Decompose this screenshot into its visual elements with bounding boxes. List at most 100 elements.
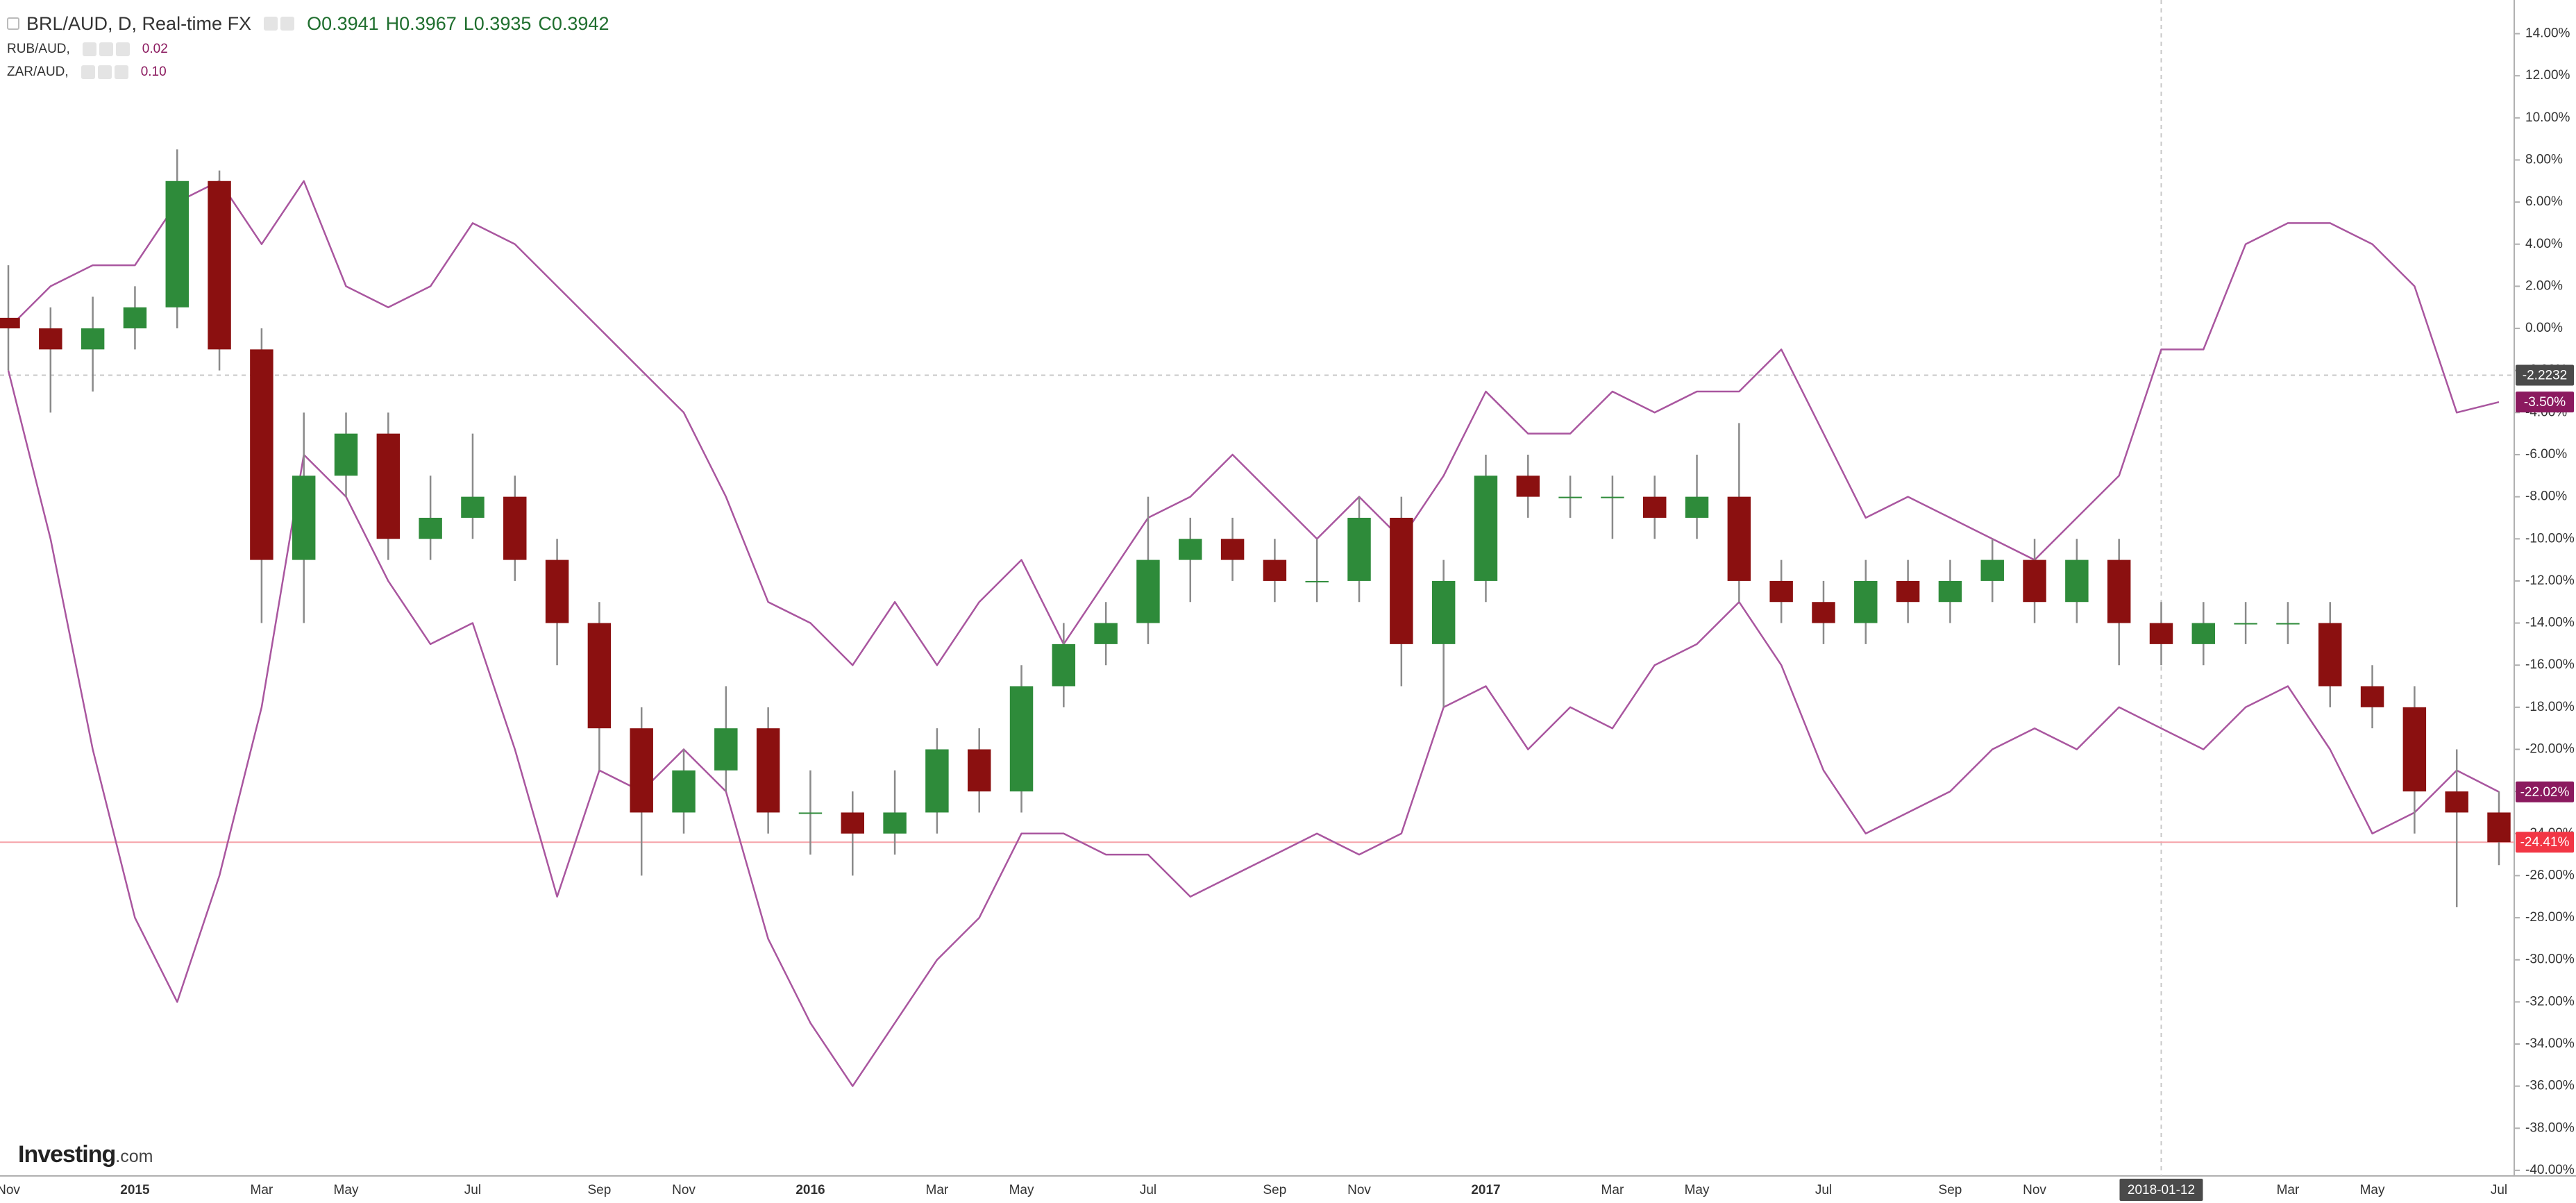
y-tick-label: -38.00%	[2525, 1120, 2575, 1135]
y-tick-label: -34.00%	[2525, 1036, 2575, 1051]
candle-body	[2234, 623, 2257, 625]
price-label: -22.02%	[2520, 785, 2570, 800]
x-tick-label: Nov	[1347, 1183, 1371, 1197]
candle-body	[250, 349, 273, 560]
candle-body	[1896, 580, 1920, 603]
y-tick-label: -8.00%	[2525, 489, 2567, 504]
y-tick-label: 12.00%	[2525, 68, 2570, 83]
legend-label: RUB/AUD,	[7, 41, 70, 56]
legend: BRL/AUD, D, Real-time FX O0.3941 H0.3967…	[7, 10, 609, 83]
candle-body	[2065, 560, 2089, 603]
series-line	[8, 180, 2500, 666]
y-tick-label: -32.00%	[2525, 994, 2575, 1009]
candle-body	[1094, 623, 1118, 644]
y-tick-label: -14.00%	[2525, 616, 2575, 630]
candle-body	[1938, 580, 1962, 603]
legend-entry: ZAR/AUD, 0.10	[7, 60, 609, 83]
candle-body	[883, 812, 907, 834]
y-tick-label: -36.00%	[2525, 1079, 2575, 1093]
candle-body	[419, 517, 442, 539]
x-tick-label: Jul	[1140, 1183, 1156, 1197]
x-tick-label: 2016	[795, 1183, 825, 1197]
candle-body	[672, 770, 696, 813]
candle-body	[1305, 580, 1329, 582]
candle-body	[2191, 623, 2216, 644]
candle-body	[714, 728, 738, 771]
watermark-brand: Investing	[18, 1141, 116, 1168]
candle-body	[1263, 560, 1287, 581]
x-tick-label: 2018-01-12	[2128, 1183, 2195, 1197]
y-tick-label: 4.00%	[2525, 237, 2563, 251]
ohlc-open: O0.3941	[307, 12, 379, 34]
candle-body	[1347, 517, 1371, 581]
legend-main: BRL/AUD, D, Real-time FX O0.3941 H0.3967…	[7, 10, 609, 37]
candle-body	[1685, 496, 1709, 518]
legend-value: 0.10	[140, 64, 167, 79]
x-tick-label: May	[1009, 1183, 1034, 1197]
ohlc-high: H0.3967	[385, 12, 457, 34]
legend-value: 0.02	[142, 41, 168, 56]
y-tick-label: -10.00%	[2525, 531, 2575, 546]
candle-body	[334, 433, 358, 476]
candle-body	[123, 307, 147, 329]
x-tick-label: Mar	[1601, 1183, 1624, 1197]
series-tools[interactable]	[81, 65, 128, 79]
candle-body	[1179, 539, 1202, 560]
candle-body	[545, 560, 569, 623]
y-tick-label: -26.00%	[2525, 868, 2575, 882]
y-tick-label: -6.00%	[2525, 447, 2567, 462]
price-label: -3.50%	[2524, 395, 2566, 410]
candle-body	[1390, 517, 1413, 644]
candle-body	[2276, 623, 2300, 625]
candle-body	[39, 328, 62, 350]
price-label: -24.41%	[2520, 835, 2570, 850]
candle-body	[2149, 623, 2173, 644]
candle-body	[1431, 580, 1456, 644]
y-tick-label: -20.00%	[2525, 741, 2575, 756]
y-tick-label: -18.00%	[2525, 700, 2575, 714]
candle-body	[292, 476, 316, 560]
crosshair-y-label-box	[2516, 364, 2574, 386]
series-tools[interactable]	[264, 17, 295, 31]
y-tick-label: 10.00%	[2525, 110, 2570, 125]
candle-body	[630, 728, 653, 813]
x-tick-label: Mar	[926, 1183, 949, 1197]
price-label-box	[2516, 392, 2574, 413]
ohlc-close: C0.3942	[538, 12, 609, 34]
chart-title: BRL/AUD, D, Real-time FX	[26, 12, 252, 34]
candle-body	[2402, 707, 2427, 792]
candle-body	[1980, 560, 2004, 581]
x-tick-label: Jul	[1815, 1183, 1832, 1197]
candle-body	[165, 180, 189, 308]
x-tick-label: May	[334, 1183, 359, 1197]
price-label-box	[2516, 832, 2574, 853]
collapse-icon[interactable]	[7, 17, 19, 30]
candle-body	[2318, 623, 2342, 687]
candle-body	[376, 433, 401, 539]
candle-body	[208, 180, 231, 350]
series-tools[interactable]	[82, 42, 130, 56]
y-tick-label: 0.00%	[2525, 321, 2563, 335]
candle-body	[2360, 686, 2384, 707]
x-tick-label: Sep	[1263, 1183, 1287, 1197]
x-tick-label: Jul	[2491, 1183, 2507, 1197]
y-tick-label: 14.00%	[2525, 26, 2570, 41]
candle-body	[1601, 496, 1624, 498]
x-tick-label: Mar	[2277, 1183, 2300, 1197]
candle-body	[1558, 496, 1582, 498]
crosshair-x-box	[2119, 1179, 2203, 1201]
candle-body	[0, 317, 20, 329]
y-tick-label: -12.00%	[2525, 573, 2575, 588]
y-tick-label: -16.00%	[2525, 657, 2575, 672]
x-tick-label: Sep	[1939, 1183, 1962, 1197]
crosshair-y-label: -2.2232	[2523, 368, 2567, 382]
y-tick-label: -28.00%	[2525, 910, 2575, 925]
ohlc-low: L0.3935	[463, 12, 532, 34]
x-tick-label: Nov	[0, 1183, 20, 1197]
x-tick-label: Sep	[587, 1183, 611, 1197]
candle-body	[1516, 476, 1540, 497]
candle-body	[1727, 496, 1751, 581]
candle-body	[503, 496, 527, 560]
